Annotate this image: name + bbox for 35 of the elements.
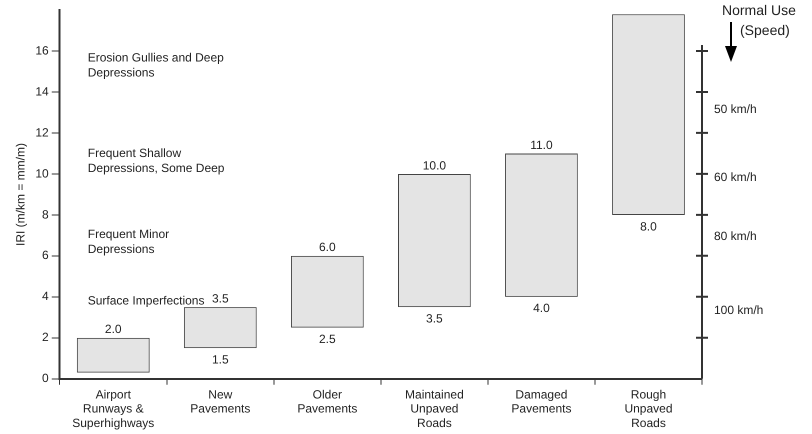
annotation: 8.0 <box>640 219 658 234</box>
text: 50 km/h <box>714 102 757 116</box>
y-tick-label: 8 <box>42 207 50 222</box>
y-tick-label: 6 <box>42 248 50 262</box>
y-tick-label: 16 <box>35 43 50 58</box>
y-tick-label: 0 <box>42 371 50 386</box>
text: 80 km/h <box>714 229 757 244</box>
annotation: 6.0 <box>319 240 336 254</box>
x-tick-label: Airport Runways & Superhighways <box>72 387 154 430</box>
y-tick-label: 2 <box>42 330 50 344</box>
annotation: 4.0 <box>533 301 550 316</box>
annotation: 2.5 <box>319 332 336 346</box>
x-tick-label: Rough Unpaved Roads <box>624 387 672 430</box>
x-tick-label: Older Pavements <box>297 387 358 416</box>
x-tick-label: Damaged Pavements <box>511 387 572 416</box>
y-tick-label: 4 <box>42 289 50 304</box>
y-axis-title: IRI (m/km = mm/m) <box>14 143 28 246</box>
annotation: 11.0 <box>530 138 553 152</box>
annotation: Frequent Shallow Depressions, Some Deep <box>88 146 225 176</box>
text: 100 km/h <box>714 302 764 317</box>
annotation: 10.0 <box>422 158 446 172</box>
y-tick-label: 14 <box>35 84 50 98</box>
annotation: 1.5 <box>212 352 229 366</box>
text: Normal Use (Speed) <box>722 2 796 38</box>
x-tick-label: Maintained Unpaved Roads <box>405 387 464 430</box>
y-tick-label: 10 <box>35 166 50 180</box>
y-tick-label: 12 <box>35 125 50 140</box>
annotation: 2.0 <box>104 322 122 336</box>
annotation: Surface Imperfections <box>88 294 204 308</box>
annotation: Frequent Minor Depressions <box>88 227 170 256</box>
annotation: 3.5 <box>212 291 229 306</box>
annotation: Erosion Gullies and Deep Depressions <box>88 50 224 80</box>
x-tick-label: New Pavements <box>190 387 250 416</box>
text: 60 km/h <box>714 170 757 184</box>
annotation: 3.5 <box>426 311 444 326</box>
